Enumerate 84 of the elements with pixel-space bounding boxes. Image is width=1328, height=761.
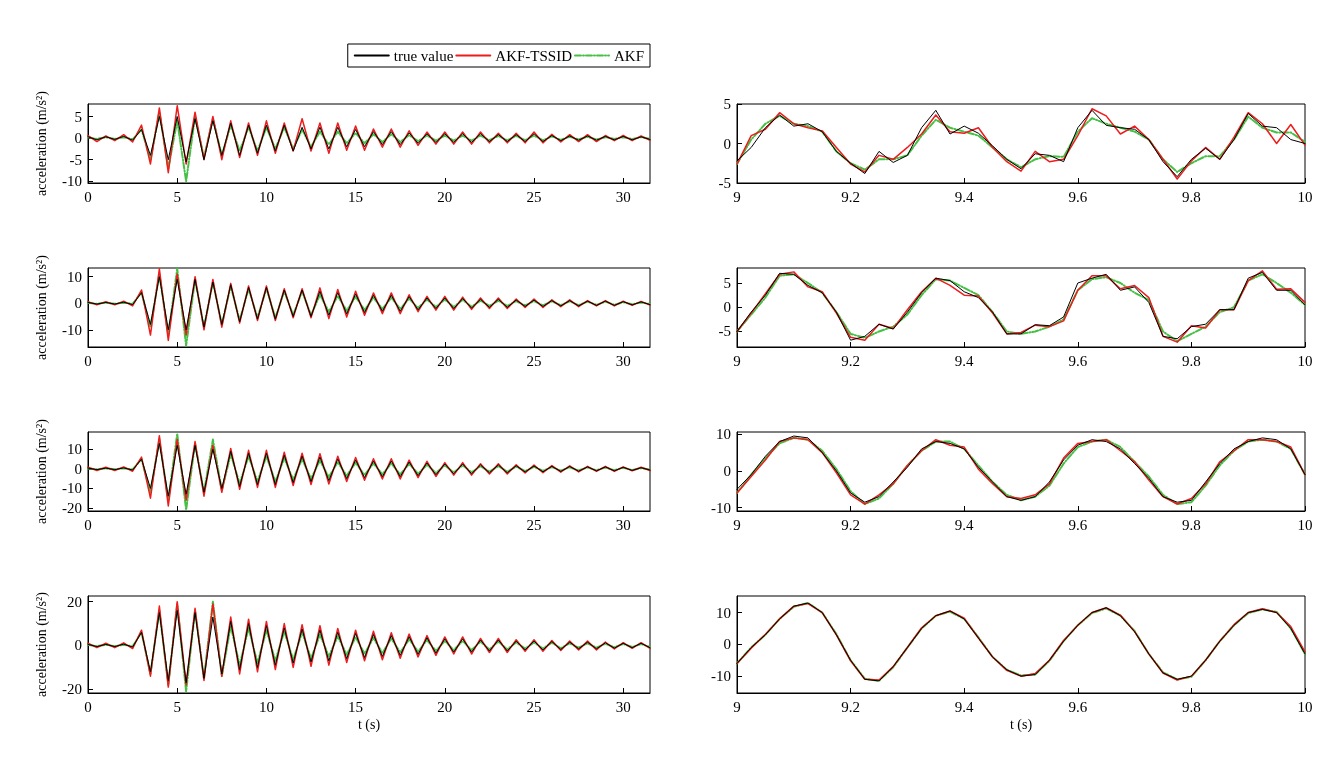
x-tick-label: 9 [733, 188, 741, 205]
x-tick-label: 10 [258, 516, 274, 533]
y-tick-label: 5 [723, 275, 731, 292]
x-tick-label: 25 [526, 188, 542, 205]
y-tick-label: 5 [723, 96, 731, 112]
x-tick-label: 5 [173, 516, 181, 533]
y-tick-label: 10 [67, 268, 82, 285]
x-tick-label: 25 [526, 516, 542, 533]
x-tick-label: 9.6 [1068, 698, 1088, 715]
x-tick-label: 30 [615, 188, 631, 205]
x-tick-label: 9.8 [1182, 188, 1201, 205]
x-tick-label: 15 [348, 352, 364, 369]
legend-label: true value [393, 47, 454, 64]
x-tick-label: 9.2 [841, 698, 860, 715]
y-tick-label: 10 [67, 441, 82, 458]
x-tick-label: 15 [348, 188, 364, 205]
y-axis-title: acceleration (m/s²) [33, 418, 50, 524]
x-tick-label: 5 [173, 188, 181, 205]
x-tick-label: 20 [437, 188, 453, 205]
y-axis-title: acceleration (m/s²) [33, 254, 50, 360]
legend-label: AKF [613, 47, 645, 64]
y-axis-title: acceleration (m/s²) [33, 591, 50, 697]
x-axis-title: t (s) [357, 716, 381, 733]
y-tick-label: -10 [62, 321, 82, 338]
x-tick-label: 10 [1297, 698, 1313, 715]
y-tick-label: 10 [716, 426, 731, 443]
x-tick-label: 20 [437, 516, 453, 533]
x-tick-label: 9.8 [1182, 516, 1201, 533]
x-tick-label: 30 [615, 352, 631, 369]
y-tick-label: 0 [723, 299, 731, 316]
x-tick-label: 10 [1297, 352, 1313, 369]
x-tick-label: 25 [526, 352, 542, 369]
y-tick-label: 0 [74, 460, 82, 477]
line-series [87, 104, 651, 174]
x-tick-label: 9 [733, 516, 741, 533]
x-tick-label: 10 [1297, 188, 1313, 205]
y-tick-label: 5 [74, 108, 82, 125]
y-tick-label: 0 [723, 462, 731, 479]
x-tick-label: 20 [437, 698, 453, 715]
y-tick-label: -20 [62, 681, 82, 698]
y-tick-label: 10 [716, 604, 731, 621]
y-tick-label: -20 [62, 499, 82, 516]
y-tick-label: 0 [74, 637, 82, 654]
x-tick-label: 9.2 [841, 188, 860, 205]
legend-label: AKF-TSSID [495, 47, 573, 64]
y-tick-label: -5 [718, 323, 731, 340]
x-tick-label: 9.8 [1182, 698, 1201, 715]
x-tick-label: 9.4 [954, 516, 975, 533]
x-tick-label: 9.6 [1068, 516, 1088, 533]
x-tick-label: 9.6 [1068, 352, 1088, 369]
y-tick-label: -10 [711, 499, 731, 516]
x-tick-label: 9.2 [841, 352, 860, 369]
y-tick-label: 0 [723, 135, 731, 152]
x-tick-label: 10 [258, 352, 274, 369]
x-tick-label: 5 [173, 352, 181, 369]
y-tick-label: -5 [718, 175, 731, 191]
x-tick-label: 10 [258, 698, 274, 715]
x-tick-label: 30 [615, 516, 631, 533]
x-tick-label: 9.6 [1068, 188, 1088, 205]
y-tick-label: 0 [74, 295, 82, 312]
y-tick-label: -10 [62, 480, 82, 497]
x-tick-label: 30 [615, 698, 631, 715]
x-tick-label: 25 [526, 698, 542, 715]
x-tick-label: 15 [348, 698, 364, 715]
y-tick-label: -5 [69, 151, 82, 168]
x-tick-label: 10 [258, 188, 274, 205]
x-tick-label: 9.8 [1182, 352, 1201, 369]
x-tick-label: 9.4 [954, 188, 975, 205]
x-tick-label: 9 [733, 698, 741, 715]
x-tick-label: 20 [437, 352, 453, 369]
x-tick-label: 10 [1297, 516, 1313, 533]
x-tick-label: 5 [173, 698, 181, 715]
x-tick-label: 9.4 [954, 352, 975, 369]
x-tick-label: 9.2 [841, 516, 860, 533]
y-tick-label: 0 [74, 130, 82, 147]
y-tick-label: 0 [723, 636, 731, 653]
x-tick-label: 15 [348, 516, 364, 533]
x-axis-title: t (s) [1009, 716, 1033, 733]
y-tick-label: -10 [711, 668, 731, 685]
y-tick-label: -10 [62, 173, 82, 190]
y-axis-title: acceleration (m/s²) [33, 90, 50, 196]
x-tick-label: 9 [733, 352, 741, 369]
y-tick-label: 20 [67, 593, 82, 610]
x-tick-label: 9.4 [954, 698, 975, 715]
